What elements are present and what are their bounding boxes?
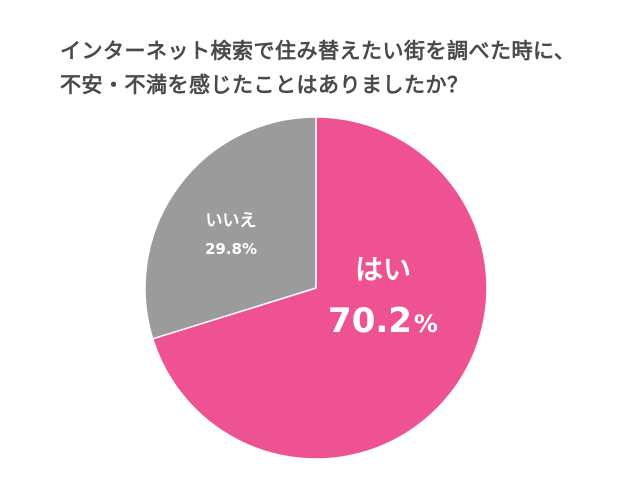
pie-slice-iie xyxy=(144,116,317,340)
slice-labels: はい 70.2% いいえ 29.8% xyxy=(205,211,438,341)
chart-title-line-2: 不安・不満を感じたことはありましたか？ xyxy=(60,73,469,97)
chart-title: インターネット検索で住み替えたい街を調べた時に、 不安・不満を感じたことはありま… xyxy=(60,34,620,102)
pie-slice-hai xyxy=(151,116,488,460)
slice-value-hai-number: 70.2 xyxy=(328,301,412,341)
chart-title-line-1: インターネット検索で住み替えたい街を調べた時に、 xyxy=(60,39,576,63)
slice-label-hai: はい xyxy=(355,253,411,286)
slice-value-hai: 70.2% xyxy=(328,301,438,341)
slice-value-iie: 29.8% xyxy=(205,240,257,258)
slice-value-hai-unit: % xyxy=(414,310,438,338)
slice-label-iie: いいえ xyxy=(206,211,257,231)
pie-slices xyxy=(144,116,488,460)
